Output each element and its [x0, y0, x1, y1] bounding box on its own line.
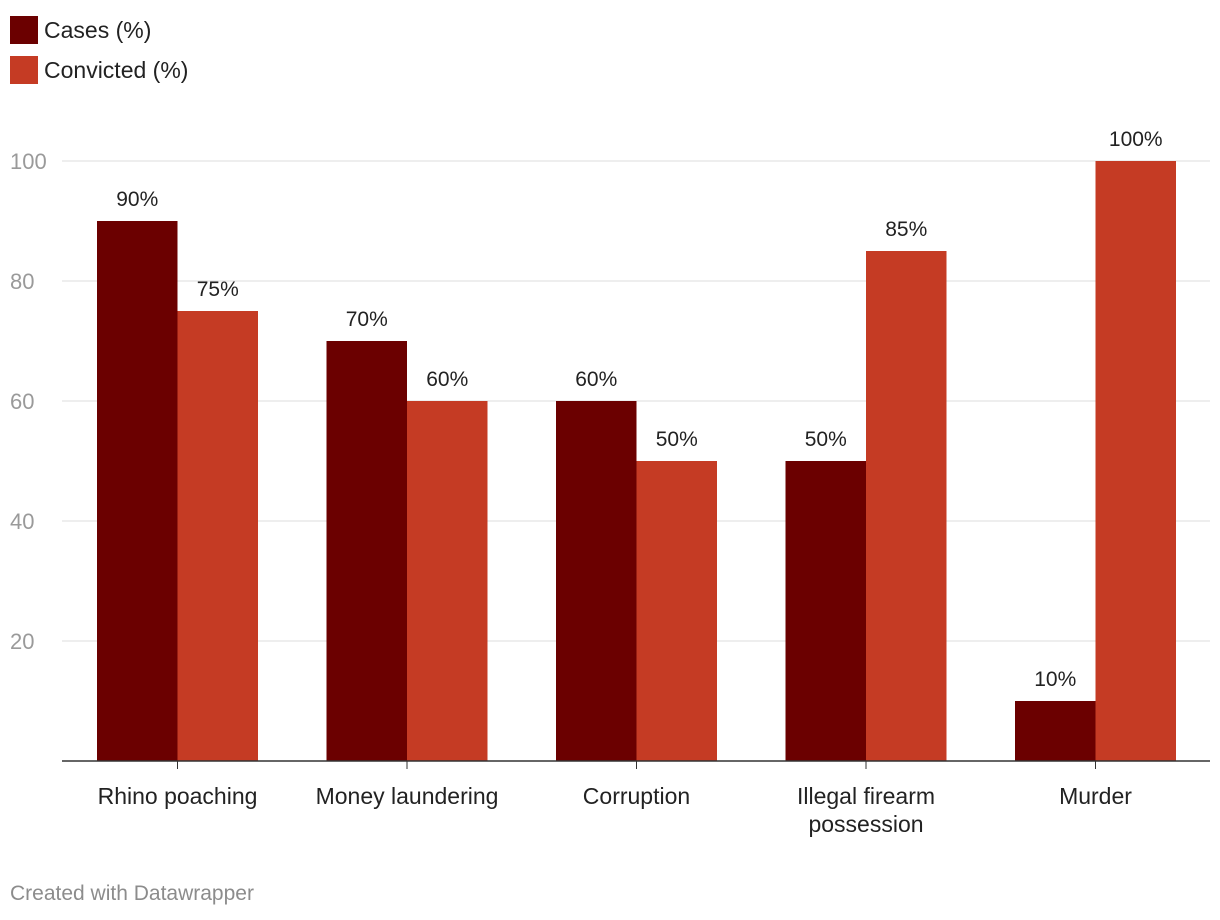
data-label: 50%	[656, 428, 698, 451]
bar-cases	[785, 461, 866, 761]
data-label: 50%	[805, 428, 847, 451]
data-label: 70%	[346, 308, 388, 331]
bar-convicted	[866, 251, 947, 761]
x-tick-label: Illegal firearm possession	[797, 783, 935, 837]
x-tick-label-line: Money laundering	[316, 783, 499, 809]
legend-item-cases: Cases (%)	[10, 10, 188, 50]
legend-swatch-convicted	[10, 56, 38, 84]
x-tick-label: Murder	[1059, 783, 1132, 809]
legend-swatch-cases	[10, 16, 38, 44]
bar-convicted	[407, 401, 488, 761]
y-tick-label: 100	[10, 149, 47, 174]
data-label: 10%	[1034, 668, 1076, 691]
data-label: 85%	[885, 218, 927, 241]
x-tick-label-line: possession	[808, 811, 923, 837]
x-tick-label-line: Corruption	[583, 783, 690, 809]
legend-label-cases: Cases (%)	[44, 16, 152, 43]
bar-convicted	[177, 311, 258, 761]
data-label: 90%	[116, 188, 158, 211]
data-label: 60%	[426, 368, 468, 391]
bar-cases	[556, 401, 637, 761]
x-tick-label: Corruption	[583, 783, 690, 809]
bar-cases	[326, 341, 407, 761]
credit-text: Created with Datawrapper	[10, 882, 254, 905]
y-tick-label: 40	[10, 509, 34, 534]
data-label: 100%	[1109, 128, 1163, 151]
bar-convicted	[636, 461, 717, 761]
bar-cases	[1015, 701, 1096, 761]
x-tick-label: Money laundering	[316, 783, 499, 809]
x-tick-label: Rhino poaching	[98, 783, 258, 809]
y-tick-label: 60	[10, 389, 34, 414]
y-tick-label: 80	[10, 269, 34, 294]
bar-convicted	[1095, 161, 1176, 761]
x-tick-label-line: Rhino poaching	[98, 783, 258, 809]
data-label: 75%	[197, 278, 239, 301]
x-tick-label-line: Illegal firearm	[797, 783, 935, 809]
legend-item-convicted: Convicted (%)	[10, 50, 188, 90]
legend-label-convicted: Convicted (%)	[44, 56, 189, 83]
x-tick-label-line: Murder	[1059, 783, 1132, 809]
legend: Cases (%) Convicted (%)	[10, 10, 188, 90]
bar-cases	[97, 221, 178, 761]
data-label: 60%	[575, 368, 617, 391]
y-tick-label: 20	[10, 629, 34, 654]
